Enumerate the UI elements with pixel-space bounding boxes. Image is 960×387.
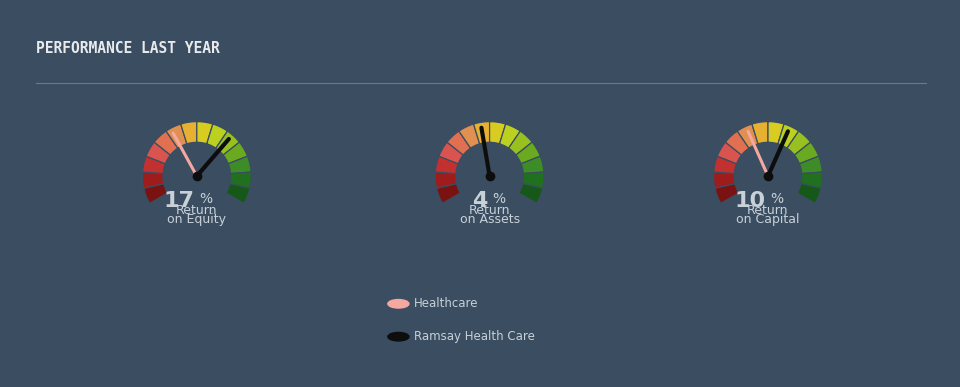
Polygon shape [435,172,457,188]
Polygon shape [180,122,197,144]
Text: Return: Return [747,204,789,217]
Polygon shape [197,122,213,144]
Text: on Capital: on Capital [736,213,800,226]
Polygon shape [439,142,463,164]
Polygon shape [521,156,544,173]
Polygon shape [795,142,819,164]
Polygon shape [229,172,252,188]
Polygon shape [435,156,458,173]
Polygon shape [715,183,739,203]
Text: on Assets: on Assets [460,213,519,226]
Polygon shape [490,122,506,144]
Polygon shape [797,183,821,203]
Polygon shape [447,131,470,155]
Polygon shape [228,156,252,173]
Polygon shape [224,142,248,164]
Polygon shape [459,124,480,148]
Polygon shape [516,142,540,164]
Text: 17: 17 [163,191,195,211]
Polygon shape [726,131,749,155]
Polygon shape [713,156,736,173]
Text: 4: 4 [472,191,488,211]
Polygon shape [800,156,823,173]
Polygon shape [226,183,250,203]
Text: %: % [200,192,213,206]
Text: %: % [771,192,784,206]
Polygon shape [518,183,542,203]
Polygon shape [752,122,768,144]
Text: Ramsay Health Care: Ramsay Health Care [414,330,535,343]
Polygon shape [713,172,735,188]
Polygon shape [166,124,187,148]
Polygon shape [801,172,823,188]
Text: Return: Return [468,204,511,217]
Polygon shape [144,183,168,203]
Text: 10: 10 [734,191,766,211]
Text: %: % [492,192,506,206]
Polygon shape [509,131,532,155]
Text: PERFORMANCE LAST YEAR: PERFORMANCE LAST YEAR [36,41,220,56]
Polygon shape [473,122,490,144]
Polygon shape [717,142,741,164]
Polygon shape [437,183,461,203]
Polygon shape [206,124,228,148]
Polygon shape [146,142,170,164]
Polygon shape [142,156,165,173]
Polygon shape [499,124,520,148]
Polygon shape [737,124,758,148]
Polygon shape [522,172,544,188]
Polygon shape [142,172,164,188]
Text: Return: Return [176,204,218,217]
Polygon shape [787,131,810,155]
Polygon shape [155,131,178,155]
Polygon shape [778,124,799,148]
Text: on Equity: on Equity [167,213,227,226]
Text: Healthcare: Healthcare [414,297,478,310]
Polygon shape [768,122,784,144]
Polygon shape [216,131,239,155]
